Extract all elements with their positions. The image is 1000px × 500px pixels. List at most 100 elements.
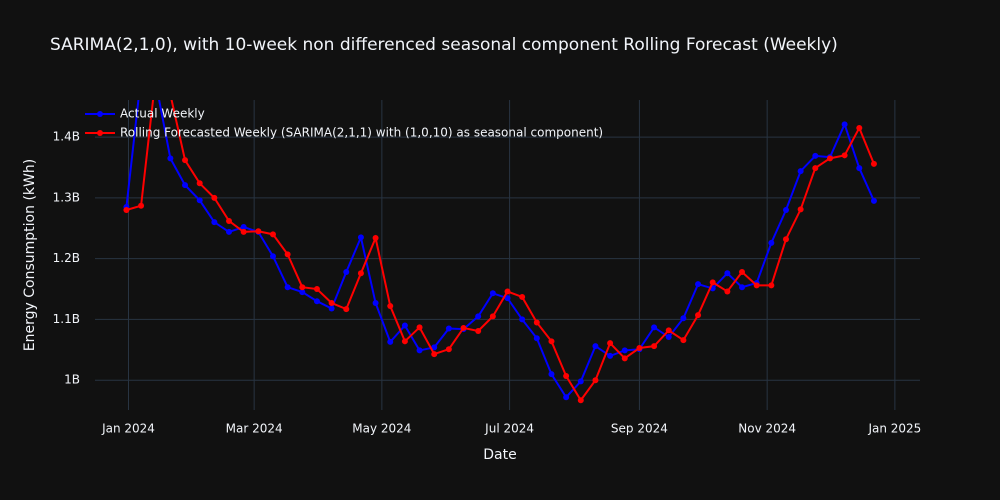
x-tick-label: Mar 2024 bbox=[226, 422, 283, 436]
data-point bbox=[636, 345, 643, 351]
y-axis-label: Energy Consumption (kWh) bbox=[22, 159, 38, 351]
legend-marker bbox=[97, 130, 103, 136]
data-point bbox=[416, 324, 423, 331]
x-tick-label: Jan 2024 bbox=[101, 422, 155, 436]
data-point bbox=[782, 207, 789, 214]
data-point bbox=[299, 289, 306, 296]
data-point bbox=[475, 327, 482, 334]
y-tick-label: 1.4B bbox=[53, 130, 80, 144]
data-point bbox=[695, 281, 702, 288]
data-point bbox=[768, 282, 775, 289]
data-point bbox=[357, 234, 364, 241]
data-point bbox=[768, 239, 775, 246]
data-point bbox=[475, 313, 482, 320]
data-point bbox=[533, 335, 540, 342]
x-tick-label: May 2024 bbox=[352, 422, 411, 436]
data-point bbox=[284, 251, 291, 258]
data-point bbox=[519, 293, 526, 300]
data-point bbox=[870, 160, 877, 167]
series-line bbox=[125, 100, 875, 399]
data-point bbox=[651, 324, 658, 331]
data-point bbox=[372, 234, 379, 241]
data-point bbox=[313, 286, 320, 293]
data-point bbox=[211, 219, 218, 226]
y-tick-label: 1B bbox=[64, 373, 80, 387]
data-point bbox=[299, 284, 306, 291]
data-point bbox=[269, 231, 276, 238]
legend: Actual Weekly Rolling Forecasted Weekly (… bbox=[85, 107, 603, 140]
data-point bbox=[577, 397, 584, 404]
data-point bbox=[621, 355, 628, 362]
data-point bbox=[387, 338, 394, 345]
data-point bbox=[372, 300, 379, 307]
data-point bbox=[431, 351, 438, 358]
data-point bbox=[753, 282, 760, 289]
legend-label: Actual Weekly bbox=[120, 107, 205, 121]
data-point bbox=[739, 269, 746, 276]
data-point bbox=[343, 269, 350, 276]
data-point bbox=[680, 337, 687, 344]
data-point bbox=[709, 279, 716, 286]
data-point bbox=[695, 312, 702, 319]
data-point bbox=[870, 197, 877, 204]
data-point bbox=[401, 322, 408, 329]
data-point bbox=[431, 344, 438, 351]
data-point bbox=[812, 165, 819, 172]
data-point bbox=[782, 236, 789, 243]
data-point bbox=[211, 194, 218, 201]
data-point bbox=[357, 270, 364, 277]
data-point bbox=[548, 371, 555, 378]
x-tick-label: Jan 2025 bbox=[867, 422, 921, 436]
plot-area bbox=[123, 100, 877, 404]
data-point bbox=[724, 288, 731, 295]
data-point bbox=[240, 224, 247, 231]
data-point bbox=[123, 207, 130, 214]
data-point bbox=[665, 334, 672, 341]
data-point bbox=[401, 338, 408, 345]
x-tick-label: Sep 2024 bbox=[611, 422, 668, 436]
data-point bbox=[504, 288, 511, 295]
y-tick-label: 1.2B bbox=[53, 251, 80, 265]
chart-title: SARIMA(2,1,0), with 10-week non differen… bbox=[50, 35, 838, 55]
data-point bbox=[196, 197, 203, 204]
data-point bbox=[269, 253, 276, 260]
y-tick-label: 1.3B bbox=[53, 190, 80, 204]
legend-label: Rolling Forecasted Weekly (SARIMA(2,1,1)… bbox=[120, 126, 603, 140]
data-point bbox=[856, 124, 863, 131]
data-point bbox=[138, 202, 145, 209]
data-point bbox=[519, 316, 526, 323]
series-line bbox=[126, 100, 875, 403]
data-point bbox=[328, 305, 335, 312]
data-point bbox=[607, 352, 614, 359]
data-point bbox=[797, 168, 804, 175]
data-point bbox=[343, 306, 350, 313]
data-point bbox=[841, 152, 848, 159]
data-point bbox=[856, 165, 863, 172]
data-point bbox=[196, 180, 203, 187]
x-axis-label: Date bbox=[483, 447, 516, 463]
data-point bbox=[592, 377, 599, 384]
data-point bbox=[460, 324, 467, 331]
data-point bbox=[680, 315, 687, 322]
data-point bbox=[841, 121, 848, 128]
data-point bbox=[533, 319, 540, 326]
data-point bbox=[592, 343, 599, 350]
data-point bbox=[812, 152, 819, 159]
data-point bbox=[226, 228, 233, 235]
data-point bbox=[182, 157, 189, 164]
data-point bbox=[621, 347, 628, 354]
data-point bbox=[607, 340, 614, 347]
x-tick-label: Nov 2024 bbox=[738, 422, 796, 436]
data-point bbox=[416, 347, 423, 354]
data-point bbox=[240, 228, 247, 235]
data-point bbox=[651, 343, 658, 350]
data-point bbox=[563, 372, 570, 379]
x-tick-label: Jul 2024 bbox=[484, 422, 534, 436]
data-point bbox=[387, 303, 394, 310]
data-point bbox=[284, 284, 291, 291]
data-point bbox=[489, 290, 496, 297]
data-point bbox=[577, 378, 584, 385]
data-point bbox=[665, 327, 672, 334]
data-point bbox=[797, 206, 804, 213]
